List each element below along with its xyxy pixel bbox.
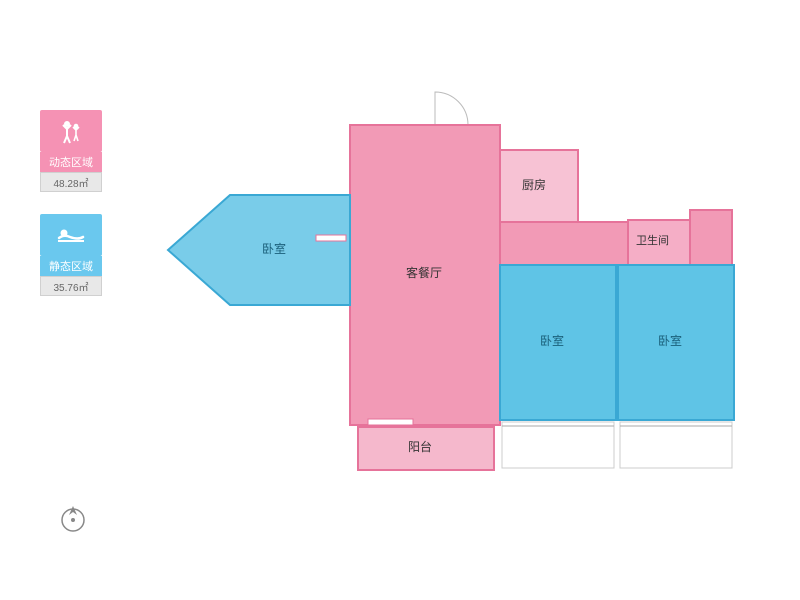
room-bedroom-left: [168, 195, 350, 305]
legend-panel: 动态区域 48.28㎡ 静态区域 35.76㎡: [40, 110, 112, 318]
room-bath-extra: [690, 210, 732, 265]
legend-static-label: 静态区域: [40, 256, 102, 276]
label-bedroom-mid: 卧室: [540, 332, 564, 349]
legend-static: 静态区域 35.76㎡: [40, 214, 112, 296]
compass-icon: [55, 500, 91, 541]
legend-static-value: 35.76㎡: [40, 276, 102, 296]
label-bedroom-right: 卧室: [658, 332, 682, 349]
window-mid: [502, 422, 614, 468]
label-balcony: 阳台: [408, 438, 432, 455]
window-right: [620, 422, 732, 468]
sleep-icon: [40, 214, 102, 256]
floorplan: 客餐厅 厨房 卫生间 阳台 卧室 卧室 卧室: [150, 80, 770, 500]
label-living: 客餐厅: [406, 264, 442, 281]
label-bathroom: 卫生间: [636, 232, 669, 248]
legend-dynamic: 动态区域 48.28㎡: [40, 110, 112, 192]
legend-dynamic-value: 48.28㎡: [40, 172, 102, 192]
legend-dynamic-label: 动态区域: [40, 152, 102, 172]
label-kitchen: 厨房: [522, 176, 546, 193]
people-icon: [40, 110, 102, 152]
label-bedroom-left: 卧室: [262, 240, 286, 257]
